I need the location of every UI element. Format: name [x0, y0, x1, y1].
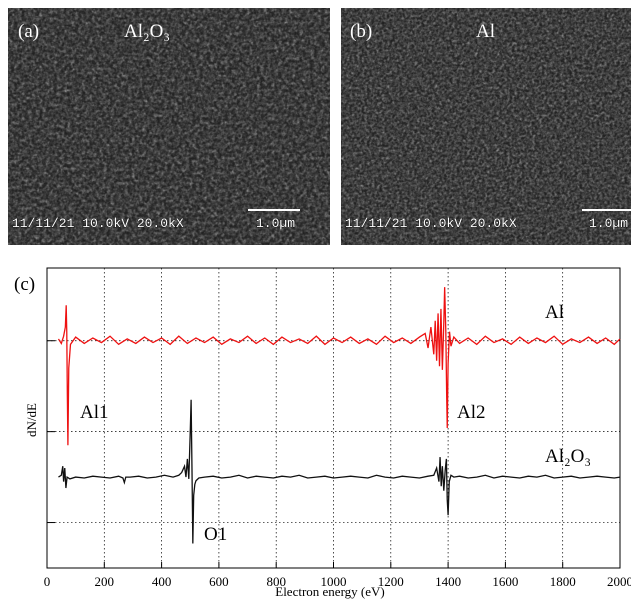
x-tick-label: 1000	[321, 574, 347, 589]
panel-material: Al	[476, 21, 495, 42]
series-line	[58, 399, 621, 544]
x-tick-label: 200	[95, 574, 115, 589]
x-tick-label: 600	[209, 574, 229, 589]
panel-label: (b)	[350, 21, 372, 42]
series-label: Al	[545, 302, 564, 323]
panel-material: Al₂O₃	[124, 21, 170, 42]
panel-label: (c)	[14, 274, 35, 295]
sem-info: 11/11/21 10.0kV 20.0kX	[12, 216, 184, 231]
plot-frame	[46, 267, 621, 569]
x-tick-label: 1800	[550, 574, 576, 589]
x-tick-label: 0	[44, 574, 51, 589]
x-tick-label: 1400	[435, 574, 461, 589]
sem-scale: 1.0µm	[589, 216, 628, 231]
sem-image-b: (b) Al 11/11/21 10.0kV 20.0kX 1.0µm	[341, 8, 631, 245]
sem-info: 11/11/21 10.0kV 20.0kX	[345, 216, 517, 231]
x-axis-label: Electron energy (eV)	[275, 584, 384, 599]
y-axis-label: dN/dE	[24, 403, 39, 437]
series-line	[57, 287, 621, 446]
x-tick-label: 1200	[378, 574, 404, 589]
peak-label: Al1	[80, 402, 109, 423]
x-tick-label: 2000	[607, 574, 631, 589]
sem-scale: 1.0µm	[256, 216, 295, 231]
sem-image-a: (a) Al₂O₃ 11/11/21 10.0kV 20.0kX 1.0µm	[8, 8, 330, 245]
peak-label: O1	[204, 524, 227, 545]
peak-label: Al2	[457, 402, 486, 423]
panel-label: (a)	[18, 21, 39, 42]
x-tick-label: 800	[266, 574, 286, 589]
series-label: Al₂O₃	[545, 446, 591, 467]
x-tick-label: 1600	[492, 574, 518, 589]
x-tick-label: 400	[152, 574, 172, 589]
